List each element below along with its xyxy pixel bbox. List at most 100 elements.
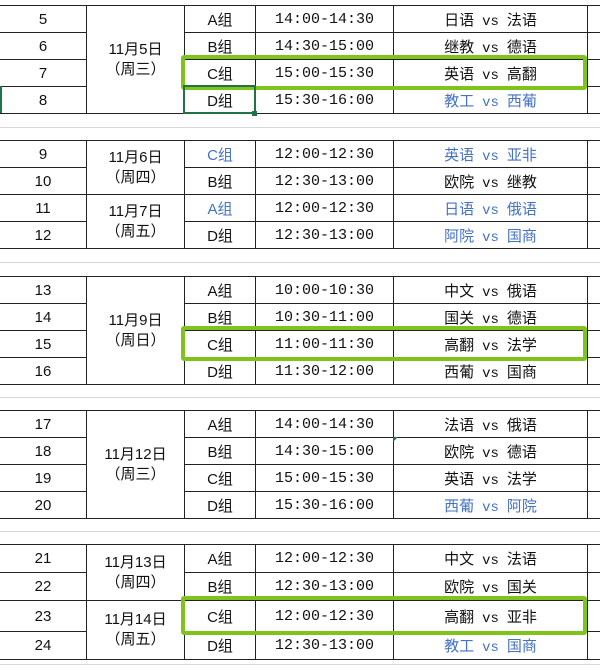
group-cell[interactable]: B组 (184, 32, 256, 60)
group-cell[interactable]: B组 (184, 572, 256, 601)
time-cell[interactable]: 14:30-15:00 (255, 437, 394, 465)
empty-cell[interactable] (587, 357, 600, 385)
group-cell[interactable]: A组 (184, 5, 256, 33)
match-cell[interactable]: 教工 vs 西葡 (393, 86, 588, 114)
match-cell[interactable]: 中文 vs 俄语 (393, 276, 588, 304)
match-number-cell[interactable]: 6 (0, 32, 87, 60)
empty-cell[interactable] (587, 167, 600, 195)
match-number-cell[interactable]: 15 (0, 330, 87, 358)
date-cell[interactable]: 11月13日 （周四） (86, 544, 185, 601)
match-number-cell[interactable]: 9 (0, 140, 87, 168)
time-cell[interactable]: 12:30-13:00 (255, 221, 394, 249)
empty-cell[interactable] (587, 410, 600, 438)
date-cell[interactable]: 11月14日 （周五） (86, 600, 185, 660)
match-cell[interactable]: 法语 vs 俄语 (393, 410, 588, 438)
group-cell[interactable]: C组 (184, 600, 256, 632)
match-cell[interactable]: 欧院 vs 德语 (393, 437, 588, 465)
empty-cell[interactable] (587, 330, 600, 358)
time-cell[interactable]: 14:00-14:30 (255, 410, 394, 438)
time-cell[interactable]: 11:00-11:30 (255, 330, 394, 358)
time-cell[interactable]: 11:30-12:00 (255, 357, 394, 385)
empty-cell[interactable] (587, 194, 600, 222)
time-cell[interactable]: 14:30-15:00 (255, 32, 394, 60)
match-cell[interactable]: 西葡 vs 阿院 (393, 491, 588, 519)
empty-cell[interactable] (587, 5, 600, 33)
match-number-cell[interactable]: 10 (0, 167, 87, 195)
match-number-cell[interactable]: 17 (0, 410, 87, 438)
match-cell[interactable]: 西葡 vs 国商 (393, 357, 588, 385)
empty-cell[interactable] (587, 572, 600, 601)
group-cell[interactable]: D组 (184, 357, 256, 385)
date-cell[interactable]: 11月12日 （周三） (86, 410, 185, 519)
group-cell[interactable]: D组 (184, 86, 256, 114)
date-cell[interactable]: 11月6日 （周四） (86, 140, 185, 195)
empty-cell[interactable] (587, 464, 600, 492)
group-cell[interactable]: D组 (184, 491, 256, 519)
empty-cell[interactable] (587, 303, 600, 331)
empty-cell[interactable] (587, 544, 600, 573)
match-number-cell[interactable]: 13 (0, 276, 87, 304)
group-cell[interactable]: A组 (184, 544, 256, 573)
match-cell[interactable]: 英语 vs 高翻 (393, 59, 588, 87)
match-number-cell[interactable]: 16 (0, 357, 87, 385)
group-cell[interactable]: D组 (184, 221, 256, 249)
empty-cell[interactable] (587, 86, 600, 114)
match-cell[interactable]: 日语 vs 俄语 (393, 194, 588, 222)
date-cell[interactable]: 11月7日 （周五） (86, 194, 185, 249)
empty-cell[interactable] (587, 32, 600, 60)
match-number-cell[interactable]: 8 (0, 86, 87, 114)
empty-cell[interactable] (587, 600, 600, 632)
match-cell[interactable]: 欧院 vs 国关 (393, 572, 588, 601)
match-cell[interactable]: 中文 vs 法语 (393, 544, 588, 573)
time-cell[interactable]: 15:30-16:00 (255, 86, 394, 114)
empty-cell[interactable] (587, 631, 600, 660)
match-cell[interactable]: 日语 vs 法语 (393, 5, 588, 33)
group-cell[interactable]: A组 (184, 410, 256, 438)
cell-selection[interactable] (183, 85, 256, 114)
time-cell[interactable]: 12:00-12:30 (255, 600, 394, 632)
date-cell[interactable]: 11月5日 （周三） (86, 5, 185, 114)
match-number-cell[interactable]: 12 (0, 221, 87, 249)
time-cell[interactable]: 12:30-13:00 (255, 167, 394, 195)
group-cell[interactable]: C组 (184, 59, 256, 87)
match-number-cell[interactable]: 7 (0, 59, 87, 87)
match-number-cell[interactable]: 19 (0, 464, 87, 492)
time-cell[interactable]: 12:30-13:00 (255, 572, 394, 601)
time-cell[interactable]: 10:00-10:30 (255, 276, 394, 304)
group-cell[interactable]: A组 (184, 194, 256, 222)
fill-handle[interactable] (252, 111, 257, 116)
match-cell[interactable]: 继教 vs 德语 (393, 32, 588, 60)
match-cell[interactable]: 英语 vs 法学 (393, 464, 588, 492)
match-number-cell[interactable]: 14 (0, 303, 87, 331)
group-cell[interactable]: C组 (184, 464, 256, 492)
time-cell[interactable]: 12:00-12:30 (255, 544, 394, 573)
match-number-cell[interactable]: 20 (0, 491, 87, 519)
empty-cell[interactable] (587, 491, 600, 519)
group-cell[interactable]: B组 (184, 303, 256, 331)
empty-cell[interactable] (587, 59, 600, 87)
match-number-cell[interactable]: 22 (0, 572, 87, 601)
match-number-cell[interactable]: 5 (0, 5, 87, 33)
group-cell[interactable]: C组 (184, 330, 256, 358)
match-cell[interactable]: 高翻 vs 法学 (393, 330, 588, 358)
match-cell[interactable]: 阿院 vs 国商 (393, 221, 588, 249)
time-cell[interactable]: 14:00-14:30 (255, 5, 394, 33)
empty-cell[interactable] (587, 140, 600, 168)
time-cell[interactable]: 12:30-13:00 (255, 631, 394, 660)
time-cell[interactable]: 12:00-12:30 (255, 194, 394, 222)
time-cell[interactable]: 12:00-12:30 (255, 140, 394, 168)
group-cell[interactable]: D组 (184, 631, 256, 660)
match-number-cell[interactable]: 18 (0, 437, 87, 465)
match-number-cell[interactable]: 21 (0, 544, 87, 573)
time-cell[interactable]: 10:30-11:00 (255, 303, 394, 331)
date-cell[interactable]: 11月9日 （周日） (86, 276, 185, 385)
group-cell[interactable]: C组 (184, 140, 256, 168)
match-cell[interactable]: 国关 vs 德语 (393, 303, 588, 331)
group-cell[interactable]: B组 (184, 167, 256, 195)
match-cell[interactable]: 教工 vs 国商 (393, 631, 588, 660)
empty-cell[interactable] (587, 276, 600, 304)
empty-cell[interactable] (587, 437, 600, 465)
match-number-cell[interactable]: 24 (0, 631, 87, 660)
match-number-cell[interactable]: 23 (0, 600, 87, 632)
time-cell[interactable]: 15:00-15:30 (255, 59, 394, 87)
